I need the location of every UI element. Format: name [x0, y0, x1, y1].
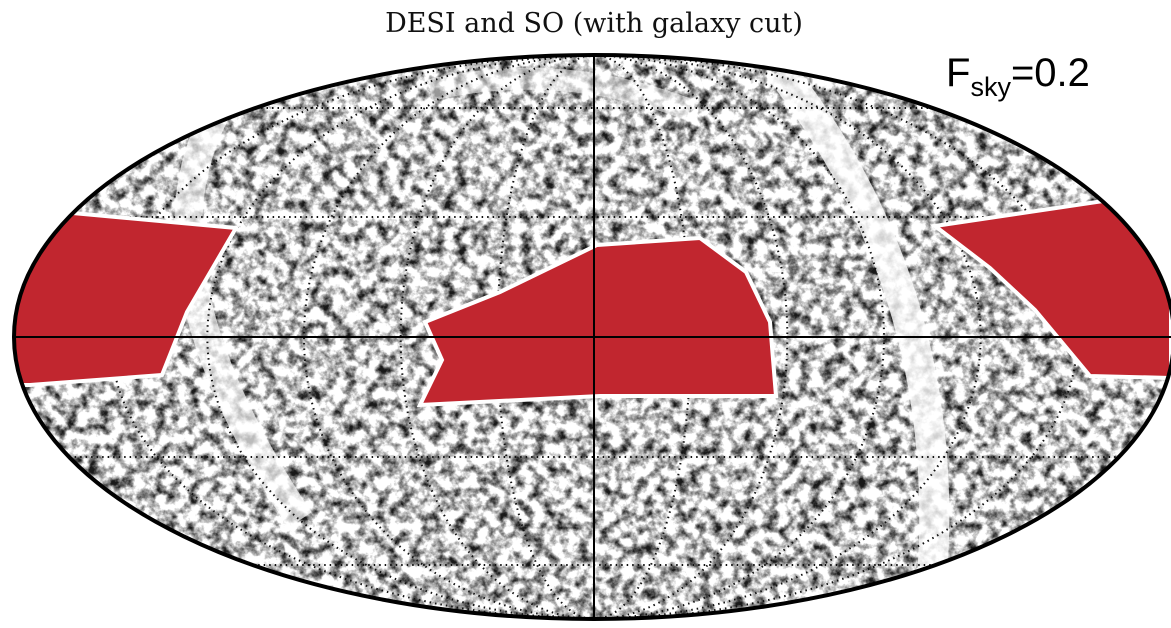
annotation-subscript: sky	[970, 72, 1011, 102]
annotation-value: =0.2	[1011, 51, 1090, 95]
annotation: Fsky=0.2	[946, 51, 1090, 102]
sky-map: DESI and SO (with galaxy cut) Fsky=0.2	[0, 0, 1171, 628]
annotation-symbol: F	[946, 51, 970, 95]
page: DESI and SO (with galaxy cut) Fsky=0.2 (…	[0, 0, 1171, 628]
map-title: DESI and SO (with galaxy cut)	[385, 8, 803, 39]
